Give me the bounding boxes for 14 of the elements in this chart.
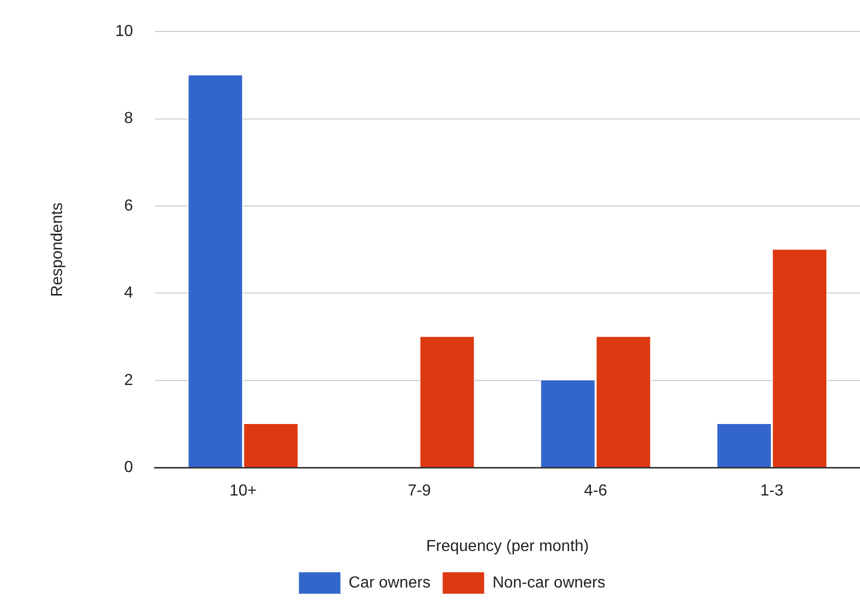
legend-label: Car owners xyxy=(348,574,430,592)
x-tick-label: 10+ xyxy=(230,482,257,500)
y-axis-title: Respondents xyxy=(49,202,66,297)
y-tick-label: 6 xyxy=(124,197,134,214)
y-tick-label: 8 xyxy=(124,110,134,128)
legend-label: Non-car owners xyxy=(492,574,606,592)
y-tick-label: 0 xyxy=(124,459,134,476)
x-tick-label: 4-6 xyxy=(584,482,608,500)
x-tick-label: 1-3 xyxy=(760,482,784,500)
x-tick-label: 7-9 xyxy=(408,482,432,500)
y-tick-label: 2 xyxy=(124,372,134,389)
y-tick-label: 10 xyxy=(115,23,134,40)
y-tick-label: 4 xyxy=(124,284,134,302)
x-axis-title: Frequency (per month) xyxy=(426,538,589,555)
